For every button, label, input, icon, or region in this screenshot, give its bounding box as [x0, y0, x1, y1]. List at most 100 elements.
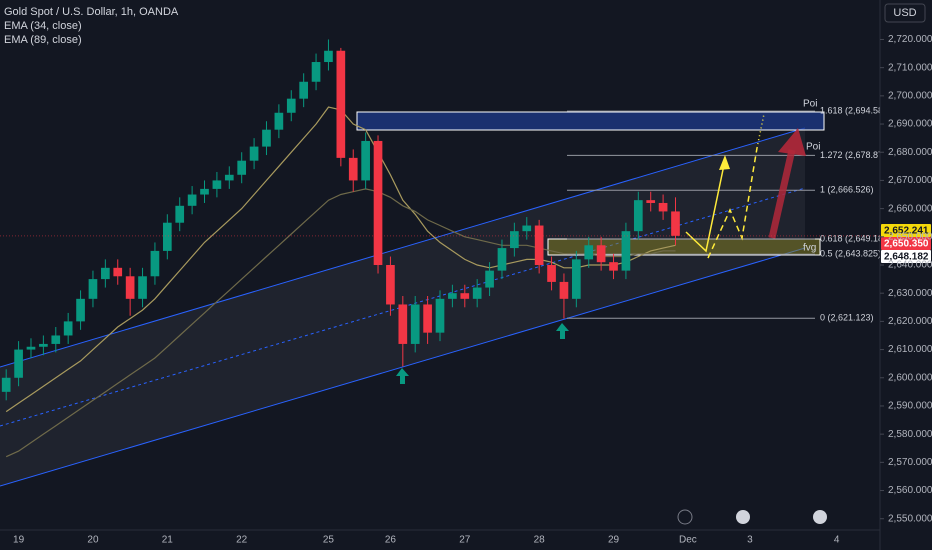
x-tick-label: 3 [747, 535, 753, 546]
candle-body [646, 200, 656, 203]
up-marker [396, 368, 409, 384]
y-tick-label: 2,600.000 [888, 372, 932, 383]
candle-body [671, 211, 680, 236]
y-tick-label: 2,710.000 [888, 62, 932, 73]
candle-body [361, 140, 370, 181]
candle-body [658, 202, 668, 212]
candle-body [572, 259, 581, 299]
fib-label: 1.272 (2,678.876) [820, 150, 891, 160]
x-tick-label: 28 [534, 535, 546, 546]
candle-body [547, 265, 556, 282]
legend-entry: EMA (34, close) [4, 20, 82, 32]
x-tick-label: 19 [13, 535, 25, 546]
candle-body [497, 248, 507, 271]
y-tick-label: 2,640.000 [888, 260, 932, 271]
y-tick-label: 2,610.000 [888, 344, 932, 355]
y-tick-label: 2,700.000 [888, 90, 932, 101]
candle-body [410, 304, 420, 344]
candle-group [1, 39, 680, 458]
fib-label: 1.618 (2,694.585) [820, 105, 891, 115]
candle-body [113, 267, 123, 277]
event-icon[interactable] [677, 509, 693, 525]
arrow-head [719, 155, 730, 170]
candle-body [386, 265, 395, 305]
fib-label: 0 (2,621.123) [820, 313, 874, 323]
candle-body [596, 245, 606, 263]
candle-body [324, 50, 333, 63]
candle-body [51, 335, 61, 344]
candle-body [101, 267, 110, 280]
bull-arrow-head [778, 128, 806, 156]
candle-body [76, 298, 85, 322]
x-tick-label: 20 [87, 535, 99, 546]
candle-body [212, 180, 222, 189]
channel-mid [0, 187, 806, 427]
annotation: Poi [803, 99, 817, 110]
candle-body [1, 377, 11, 392]
candle-body [621, 231, 631, 271]
event-icon[interactable] [736, 510, 750, 524]
y-tick-label: 2,550.000 [888, 513, 932, 524]
event-icon[interactable] [813, 510, 827, 524]
price-axis [880, 0, 932, 550]
candle-body [88, 279, 98, 299]
y-tick-label: 2,580.000 [888, 429, 932, 440]
candle-body [373, 140, 383, 265]
annotation: Poi [806, 142, 820, 153]
x-tick-label: 4 [834, 535, 840, 546]
currency[interactable]: USD [893, 7, 916, 19]
candle-body [398, 304, 408, 344]
y-tick-label: 2,690.000 [888, 119, 932, 130]
y-tick-label: 2,670.000 [888, 175, 932, 186]
candle-body [423, 304, 432, 333]
candle-body [138, 276, 147, 299]
price-tag [881, 249, 931, 263]
y-tick-label: 2,650.000 [888, 231, 932, 242]
candle-body [460, 293, 470, 299]
chart-title: Gold Spot / U.S. Dollar, 1h, OANDA [4, 6, 179, 18]
candle-body [237, 160, 247, 175]
candle-body [175, 205, 185, 223]
candle-body [510, 231, 519, 249]
candle-body [609, 262, 618, 271]
candle-body [435, 298, 445, 333]
y-tick-label: 2,630.000 [888, 288, 932, 299]
price-tag-label: 2,652.241 [884, 226, 929, 237]
currency-button[interactable] [884, 3, 926, 23]
candle-body [633, 200, 643, 232]
candle-body [187, 194, 197, 206]
candle-body [522, 225, 532, 232]
candle-body [150, 250, 160, 277]
tag-group: 2,652.241 2,650.350 2,648.182 [0, 223, 931, 263]
x-tick-label: Dec [679, 535, 697, 546]
y-tick-label: 2,560.000 [888, 485, 932, 496]
candle-body [472, 287, 482, 299]
up-marker [556, 323, 569, 339]
y-tick-label: 2,590.000 [888, 401, 932, 412]
bull-arrow [768, 149, 796, 239]
x-tick-label: 29 [608, 535, 620, 546]
candle-body [485, 270, 494, 288]
price-tag-label: 2,650.350 [884, 239, 929, 250]
annotation: fvg [803, 243, 816, 254]
projection-path [685, 159, 726, 253]
price-tag [881, 236, 931, 250]
price-tag [881, 223, 931, 237]
candle-body [200, 188, 209, 195]
channel-lower [0, 247, 806, 487]
x-tick-label: 27 [459, 535, 471, 546]
candle-body [274, 112, 284, 130]
x-tick-label: 26 [385, 535, 397, 546]
candle-body [162, 222, 172, 251]
x-tick-label: 21 [162, 535, 174, 546]
x-tick-label: 25 [323, 535, 335, 546]
y-tick-label: 2,620.000 [888, 316, 932, 327]
candle-body [249, 146, 259, 161]
candle-body [39, 343, 48, 347]
price-tag-label: 2,648.182 [884, 252, 929, 263]
candle-body [534, 225, 544, 265]
fib-label: 0.5 (2,643.825) [820, 249, 881, 259]
candle-body [262, 129, 271, 147]
candle-body [125, 276, 135, 299]
